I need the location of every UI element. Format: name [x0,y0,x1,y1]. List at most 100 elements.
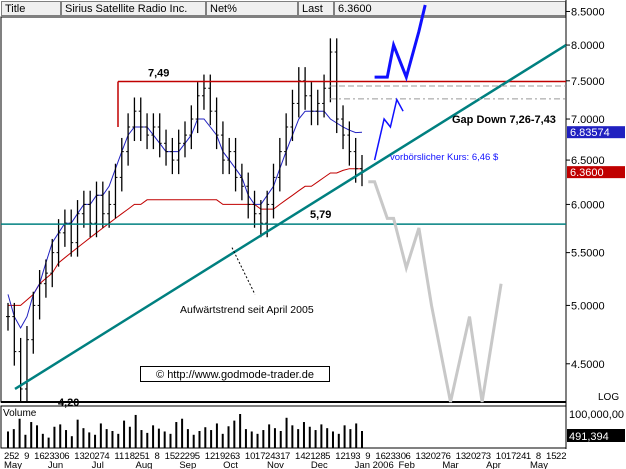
x-tick-label: 23 [44,451,55,462]
x-tick-label: 16 [34,451,45,462]
y-tick-label: 5.0000 [571,300,605,312]
x-tick-label: 20 [466,451,477,462]
x-tick-label: 19 [345,451,356,462]
volume-value-box [567,429,625,442]
header-net-label: Net% [206,1,298,16]
x-tick-label: 16 [375,451,386,462]
x-axis: 25 2 9 16 23 30 6 13 20 27 4 11 18 25 1 8 15 22 29 5 12 19 26 3… [4,451,567,469]
x-tick-label: 3 [355,451,360,462]
x-tick-label: 24 [516,451,527,462]
x-tick-label: 23 [385,451,396,462]
volume-axis: 100,000,00 491,394 [567,409,625,443]
x-tick-label: 22 [175,451,186,462]
x-month-label: Mar [442,460,458,469]
volume-tick-label: 491,394 [569,431,609,443]
value-box-label: 6.3600 [570,167,604,179]
volume-label: Volume [3,408,37,419]
x-tick-label: 30 [395,451,406,462]
x-month-label: Feb [399,460,415,469]
y-tick-label: 7.0000 [571,114,605,126]
x-tick-label: 6 [446,451,451,462]
x-tick-label: 6 [64,451,69,462]
x-tick-label: 17 [255,451,266,462]
x-tick-label: 4 [104,451,109,462]
x-month-label: Jul [92,460,104,469]
x-tick-label: 21 [305,451,316,462]
scale-label: LOG [598,392,620,403]
resistance-label: 7,49 [148,68,169,80]
x-tick-label: 2 [14,451,19,462]
x-tick-label: 13 [74,451,85,462]
x-tick-label: 7 [285,451,290,462]
x-tick-label: 1 [526,451,531,462]
volume-border [0,405,567,449]
x-month-label: Jan 2006 [355,460,394,469]
x-tick-label: 31 [275,451,286,462]
value-box [567,126,625,139]
x-tick-label: 25 [4,451,15,462]
x-tick-label: 12 [205,451,216,462]
ma-long-line [8,168,362,306]
x-tick-label: 20 [84,451,95,462]
x-tick-label: 6 [405,451,410,462]
x-tick-label: 8 [536,451,541,462]
header-title-label: Title [1,1,61,16]
x-tick-label: 22 [556,451,567,462]
y-tick-label: 4.5000 [571,359,605,371]
x-tick-label: 8 [155,451,160,462]
y-tick-label: 6.0000 [571,199,605,211]
header-last-value: 6.3600 [334,1,566,16]
x-month-label: Sep [179,460,196,469]
x-month-label: Apr [486,460,501,469]
x-tick-label: 17 [506,451,517,462]
forecast-label: vorbörslicher Kurs: 6,46 $ [390,152,499,163]
trend-label: Aufwärtstrend seit April 2005 [180,304,314,316]
x-month-label: Dec [311,460,328,469]
x-month-label: Oct [223,460,238,469]
volume-tick-label: 100,000,00 [569,409,624,421]
y-tick-label: 8.5000 [571,6,605,18]
x-tick-label: 27 [476,451,487,462]
x-tick-label: 10 [245,451,256,462]
forecast-blue-lower [373,97,404,161]
x-tick-label: 27 [94,451,105,462]
x-tick-label: 11 [114,451,124,462]
x-tick-label: 15 [165,451,176,462]
x-tick-label: 19 [215,451,226,462]
price-bars [6,38,364,403]
x-month-label: Nov [267,460,284,469]
support-label: 5,79 [310,209,331,221]
uptrend-line [14,44,567,391]
header-title-value: Sirius Satellite Radio Inc. [61,1,206,16]
chart-frame [0,0,567,449]
x-tick-label: 25 [134,451,145,462]
ma-long-series [8,168,362,306]
x-month-label: May [4,460,22,469]
x-tick-label: 10 [496,451,507,462]
volume-bars [7,414,363,448]
x-tick-label: 12 [335,451,346,462]
x-tick-label: 9 [24,451,29,462]
annotation-lines [1,44,567,391]
gap-label: Gap Down 7,26-7,43 [452,114,556,126]
x-tick-label: 14 [295,451,306,462]
y-tick-label: 5.5000 [571,248,605,260]
x-tick-label: 5 [195,451,200,462]
x-tick-label: 28 [315,451,326,462]
copyright-text: © http://www.godmode-trader.de [156,369,314,381]
x-tick-label: 29 [185,451,196,462]
x-tick-label: 1 [145,451,150,462]
x-tick-label: 9 [365,451,370,462]
y-axis: 8.5000 8.0000 7.5000 7.0000 6.5000 6.0000 5.50… [566,6,625,371]
value-box [567,166,625,179]
x-tick-label: 26 [225,451,236,462]
x-month-label: Jun [48,460,63,469]
forecast-lines [368,4,503,403]
x-tick-label: 30 [54,451,65,462]
x-tick-label: 15 [546,451,557,462]
x-tick-label: 3 [486,451,491,462]
x-tick-label: 24 [265,451,276,462]
x-tick-label: 3 [235,451,240,462]
